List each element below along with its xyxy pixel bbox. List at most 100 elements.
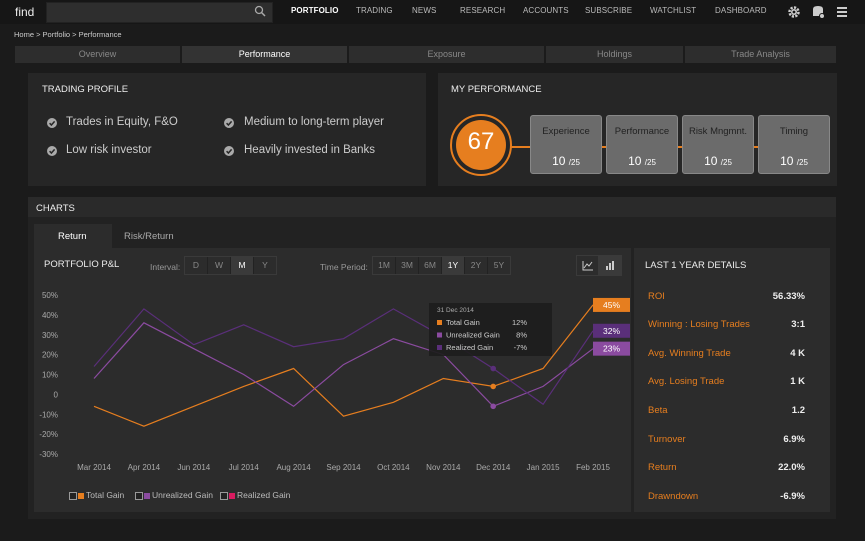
x-tick-label: Oct 2014 xyxy=(377,463,410,472)
x-tick-label: Aug 2014 xyxy=(276,463,311,472)
perf-card-performance[interactable]: Performance 10 /25 xyxy=(606,115,678,174)
tab-exposure[interactable]: Exposure xyxy=(349,46,544,63)
perf-card-label: Performance xyxy=(614,126,670,137)
app-logo[interactable]: find xyxy=(15,5,35,19)
legend-swatch xyxy=(229,492,235,499)
tab-performance[interactable]: Performance xyxy=(182,46,347,63)
gear-icon[interactable] xyxy=(786,4,802,20)
interval-d[interactable]: D xyxy=(185,257,208,274)
detail-label[interactable]: Beta xyxy=(648,405,668,416)
tooltip-value: -7% xyxy=(514,343,528,352)
end-label-badge xyxy=(593,323,630,338)
x-tick-label: Dec 2014 xyxy=(476,463,511,472)
perf-card-timing[interactable]: Timing 10 /25 xyxy=(758,115,830,174)
x-tick-label: Nov 2014 xyxy=(426,463,461,472)
x-tick-label: Jan 2015 xyxy=(527,463,560,472)
perf-card-label: Timing xyxy=(779,126,809,137)
period-1m[interactable]: 1M xyxy=(373,257,396,274)
nav-research[interactable]: RESEARCH xyxy=(460,6,506,15)
detail-label[interactable]: ROI xyxy=(648,291,665,302)
nav-news[interactable]: NEWS xyxy=(412,6,437,15)
series-marker xyxy=(490,365,497,372)
bar-chart-button[interactable] xyxy=(598,255,622,276)
interval-label: Interval: xyxy=(150,262,181,272)
legend-unrealized-gain[interactable]: Unrealized Gain xyxy=(135,490,213,500)
detail-label[interactable]: Avg. Winning Trade xyxy=(648,348,731,359)
x-tick-label: Jul 2014 xyxy=(229,463,260,472)
detail-row-avg-losing: Avg. Losing Trade 1 K xyxy=(648,376,805,390)
x-tick-label: Apr 2014 xyxy=(128,463,161,472)
interval-w[interactable]: W xyxy=(208,257,231,274)
tooltip-label: Realized Gain xyxy=(446,343,493,352)
period-3m[interactable]: 3M xyxy=(396,257,419,274)
tab-trade-analysis[interactable]: Trade Analysis xyxy=(685,46,836,63)
nav-accounts[interactable]: ACCOUNTS xyxy=(523,6,569,15)
detail-label[interactable]: Avg. Losing Trade xyxy=(648,376,725,387)
legend-total-gain[interactable]: Total Gain xyxy=(69,490,124,500)
y-tick-label: 0 xyxy=(54,390,59,399)
portfolio-pl-chart: 50% 40% 30% 20% 10% 0 -10% -20% -30% Mar 2014 Apr … xyxy=(39,291,630,472)
charts-header xyxy=(28,197,836,217)
nav-watchlist[interactable]: WATCHLIST xyxy=(650,6,697,15)
tooltip-swatch xyxy=(437,345,442,350)
legend-realized-gain[interactable]: Realized Gain xyxy=(220,490,290,500)
detail-label[interactable]: Turnover xyxy=(648,434,686,445)
interval-m[interactable]: M xyxy=(231,257,254,274)
legend-label: Unrealized Gain xyxy=(152,490,213,500)
series-marker xyxy=(490,403,497,410)
interval-y[interactable]: Y xyxy=(262,260,268,270)
perf-card-experience[interactable]: Experience 10 /25 xyxy=(530,115,602,174)
series-line xyxy=(93,322,594,408)
series-line xyxy=(93,308,594,406)
nav-dashboard[interactable]: DASHBOARD xyxy=(715,6,767,15)
trading-profile-panel xyxy=(28,73,426,186)
y-tick-label: 50% xyxy=(42,291,58,300)
tab-overview[interactable]: Overview xyxy=(15,46,180,63)
period-2y[interactable]: 2Y xyxy=(465,257,488,274)
detail-label[interactable]: Drawndown xyxy=(648,491,699,502)
time-period-selector: 1M 3M 6M 1Y 2Y 5Y xyxy=(372,256,511,275)
legend-label: Realized Gain xyxy=(237,490,291,500)
perf-card-score: 10 /25 xyxy=(552,154,580,168)
line-chart-button[interactable] xyxy=(576,255,600,276)
detail-value: 6.9% xyxy=(783,434,805,445)
period-1y[interactable]: 1Y xyxy=(442,257,465,274)
x-tick-label: Sep 2014 xyxy=(326,463,361,472)
end-label-badge xyxy=(593,297,630,312)
detail-value: 22.0% xyxy=(778,462,805,473)
nav-portfolio[interactable]: PORTFOLIO xyxy=(291,6,339,15)
subtab-return[interactable]: Return xyxy=(58,231,87,242)
tab-holdings[interactable]: Holdings xyxy=(546,46,683,63)
detail-label[interactable]: Winning : Losing Trades xyxy=(648,319,750,330)
perf-card-score: 10 /25 xyxy=(704,154,732,168)
period-6m[interactable]: 6M xyxy=(419,257,442,274)
nav-subscribe[interactable]: SUBSCRIBE xyxy=(585,6,633,15)
profile-item: Low risk investor xyxy=(66,144,152,156)
section-tabs: Overview Performance Exposure Holdings T… xyxy=(15,46,836,63)
legend-swatch xyxy=(144,492,150,499)
tooltip-box xyxy=(429,303,552,356)
perf-card-label: Experience xyxy=(542,126,590,137)
perf-card-risk-management[interactable]: Risk Mngmnt. 10 /25 xyxy=(682,115,754,174)
detail-row-return: Return 22.0% xyxy=(648,462,805,476)
trading-profile-title: TRADING PROFILE xyxy=(42,84,129,95)
end-label-text: 45% xyxy=(603,300,620,310)
series-marker xyxy=(490,383,497,390)
charts-title: CHARTS xyxy=(36,203,75,214)
detail-label[interactable]: Return xyxy=(648,462,677,473)
perf-card-score: 10 /25 xyxy=(628,154,656,168)
subtab-risk-return[interactable]: Risk/Return xyxy=(124,231,174,242)
tooltip-label: Total Gain xyxy=(446,318,480,327)
search-icon[interactable] xyxy=(254,5,266,17)
tooltip-swatch xyxy=(437,320,442,325)
tooltip-value: 12% xyxy=(512,318,527,327)
search-input[interactable] xyxy=(46,2,273,23)
my-performance-title: MY PERFORMANCE xyxy=(451,84,542,95)
nav-trading[interactable]: TRADING xyxy=(356,6,393,15)
menu-icon[interactable] xyxy=(834,4,850,20)
detail-value: 4 K xyxy=(790,348,805,359)
period-5y[interactable]: 5Y xyxy=(493,260,505,270)
legend-swatch xyxy=(78,492,84,499)
end-label-text: 23% xyxy=(603,344,620,354)
notification-icon[interactable] xyxy=(810,4,826,20)
